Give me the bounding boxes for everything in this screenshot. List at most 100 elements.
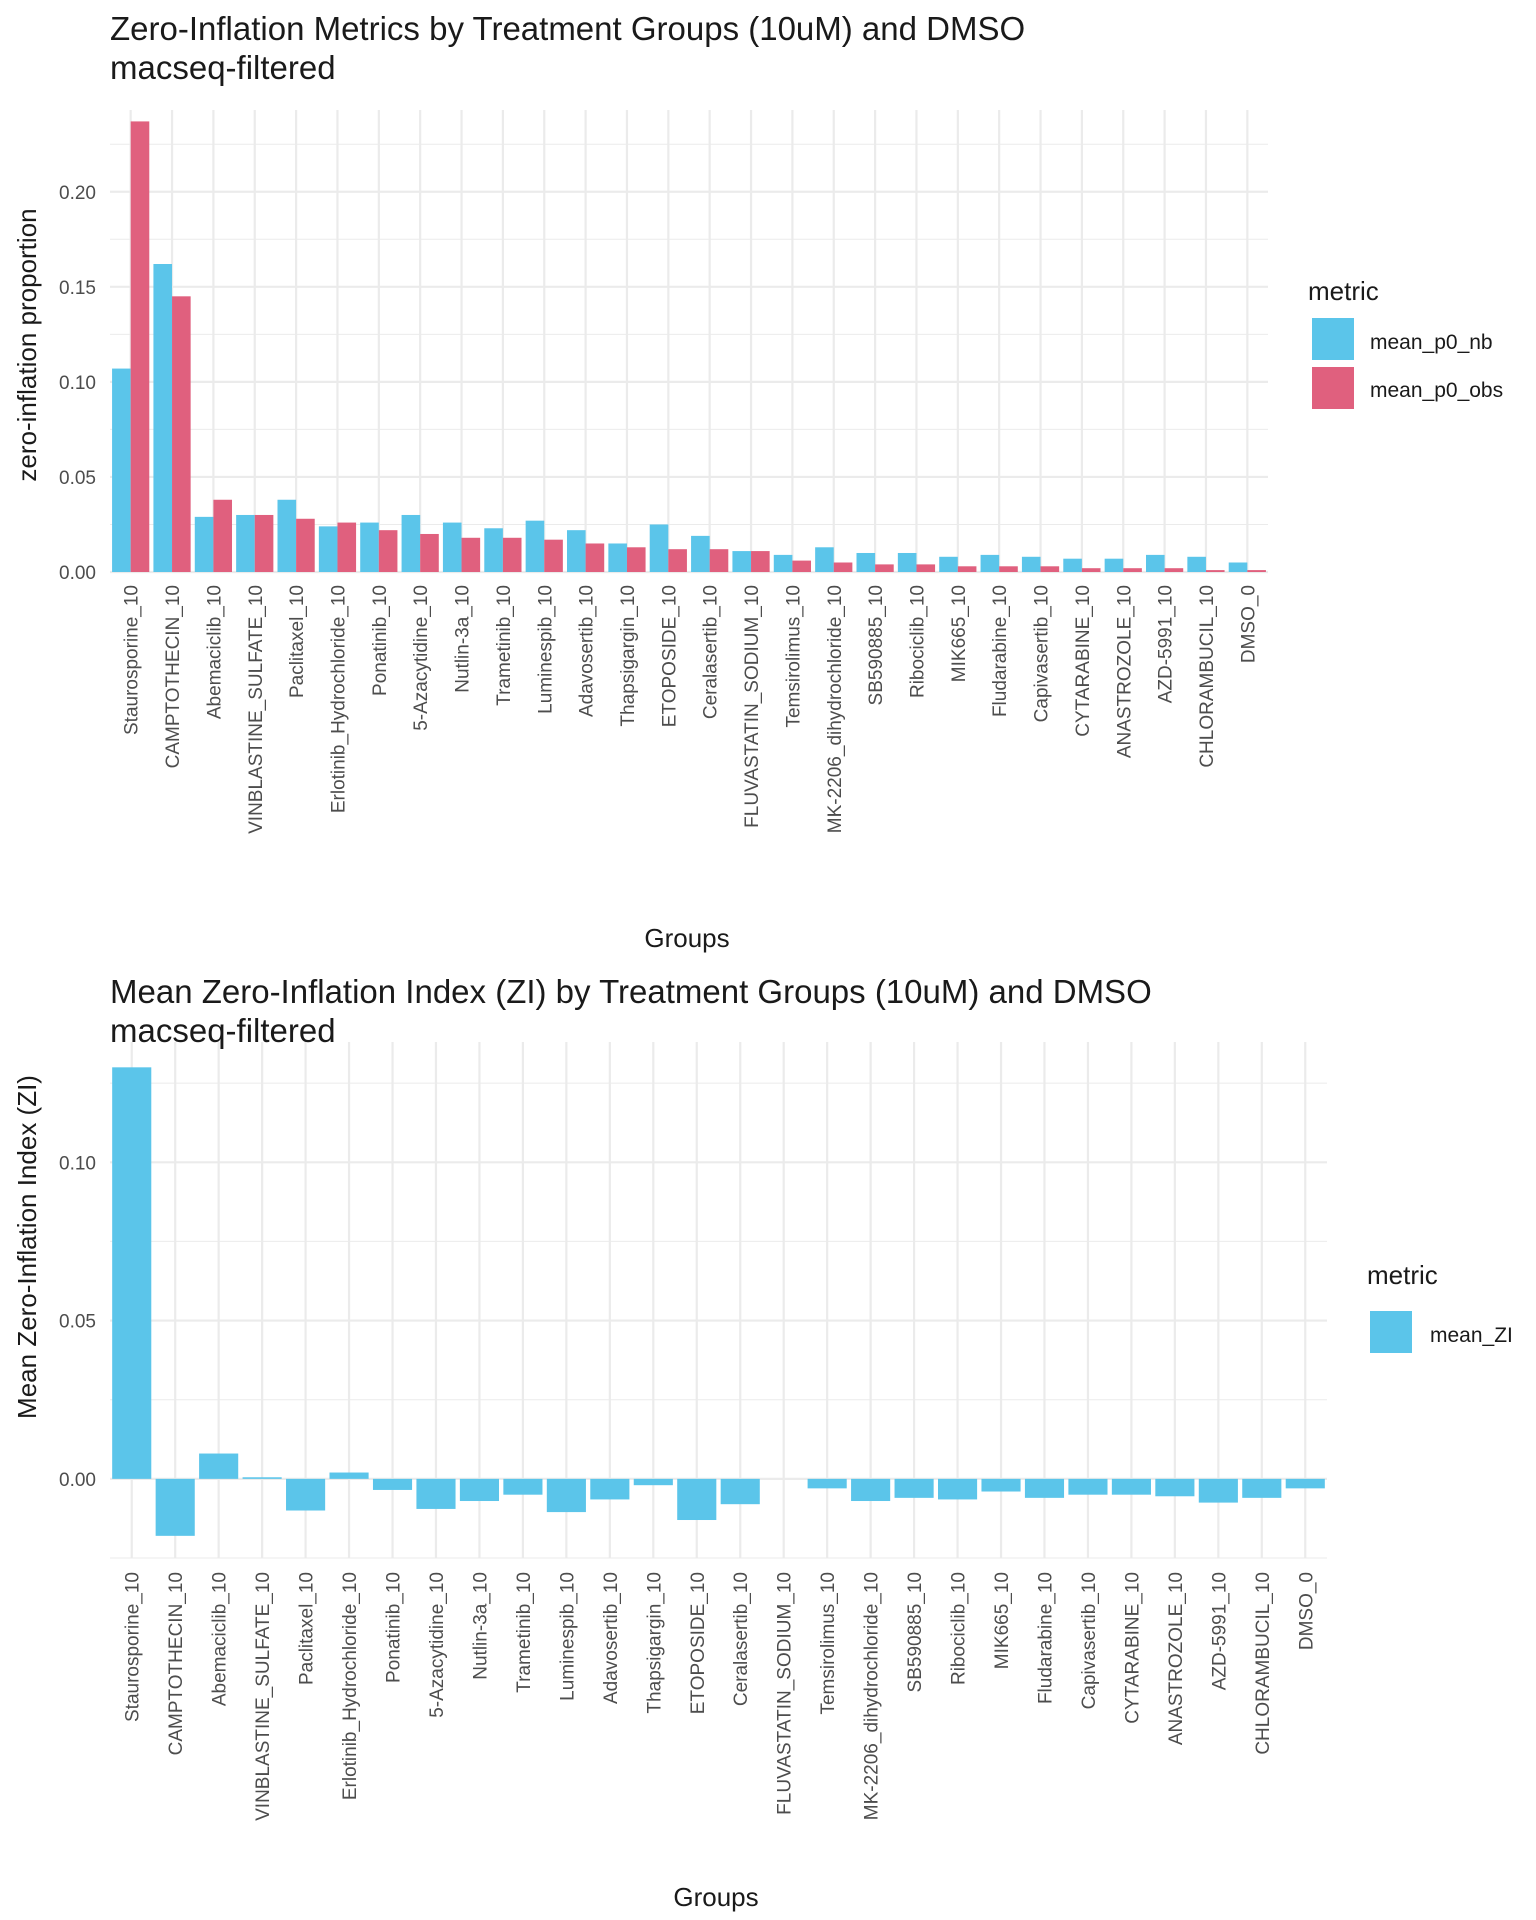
x-tick-label-erlotinib-hydrochloride-10: Erlotinib_Hydrochloride_10 <box>328 585 349 813</box>
bar-mean-zi-thapsigargin-10 <box>633 1478 673 1486</box>
x-tick-label-paclitaxel-10: Paclitaxel_10 <box>287 585 308 698</box>
bar-mean-zi-mik665-10 <box>981 1478 1021 1492</box>
bar-mean-p0-obs-fludarabine-10 <box>999 566 1018 572</box>
chart1-subtitle: macseq-filtered <box>110 49 336 86</box>
bar-mean-p0-nb-mik665-10 <box>939 556 958 572</box>
x-tick-label-thapsigargin-10: Thapsigargin_10 <box>618 585 639 727</box>
chart2-x-ticks: Staurosporine_10 CAMPTOTHECIN_10 Abemacicl… <box>123 1572 1318 1821</box>
bar-mean-p0-nb-azd-5991-10 <box>1145 554 1165 572</box>
bar-mean-p0-obs-camptothecin-10 <box>172 296 191 572</box>
chart2-x-axis-label: Groups <box>673 1882 758 1912</box>
bar-mean-p0-obs-dmso-0 <box>1247 570 1266 572</box>
bar-mean-p0-obs-fluvastatin-sodium-10 <box>751 551 770 572</box>
chart2-y-ticks: 0.00 0.05 0.10 <box>59 1153 96 1491</box>
x-tick-label-temsirolimus-10: Temsirolimus_10 <box>783 585 804 728</box>
bar-mean-zi-ceralasertib-10 <box>720 1478 760 1505</box>
bar-mean-p0-nb-mk-2206-dihydrochloride-10 <box>815 547 834 572</box>
chart2-title: Mean Zero-Inflation Index (ZI) by Treatm… <box>110 973 1152 1010</box>
chart1-legend-label-mean-p0-obs: mean_p0_obs <box>1370 379 1503 402</box>
bar-mean-p0-obs-mk-2206-dihydrochloride-10 <box>833 562 853 572</box>
x-tick-label-anastrozole-10: ANASTROZOLE_10 <box>1114 585 1135 758</box>
y-tick-label-1: 0.00 <box>59 1470 96 1491</box>
x-tick-label-abemaciclib-10: Abemaciclib_10 <box>210 1572 231 1706</box>
y-tick-label-3: 0.10 <box>59 373 96 394</box>
bar-mean-zi-ponatinib-10 <box>372 1478 413 1490</box>
bar-mean-p0-nb-fluvastatin-sodium-10 <box>732 551 752 572</box>
bar-mean-p0-nb-ponatinib-10 <box>360 522 379 572</box>
y-tick-label-5: 0.20 <box>59 183 96 204</box>
bar-mean-p0-obs-cytarabine-10 <box>1081 568 1101 572</box>
bar-mean-zi-anastrozole-10 <box>1155 1478 1195 1497</box>
bar-mean-zi-etoposide-10 <box>677 1478 717 1521</box>
bar-mean-p0-obs-ribociclib-10 <box>916 564 936 572</box>
x-tick-label-chlorambucil-10: CHLORAMBUCIL_10 <box>1253 1572 1274 1755</box>
bar-mean-zi-nutlin-3a-10 <box>459 1478 500 1502</box>
bar-mean-p0-obs-paclitaxel-10 <box>296 518 315 572</box>
bar-mean-p0-nb-capivasertib-10 <box>1021 556 1041 572</box>
chart1-legend-label-mean-p0-nb: mean_p0_nb <box>1370 331 1493 354</box>
chart1-x-ticks: Staurosporine_10 CAMPTOTHECIN_10 Abemacicl… <box>122 585 1260 834</box>
bar-mean-p0-nb-sb590885-10 <box>856 552 876 572</box>
y-tick-label-2: 0.05 <box>59 1312 96 1333</box>
x-tick-label-fluvastatin-sodium-10: FLUVASTATIN_SODIUM_10 <box>775 1572 796 1815</box>
x-tick-label-trametinib-10: Trametinib_10 <box>494 585 515 706</box>
x-tick-label-anastrozole-10: ANASTROZOLE_10 <box>1166 1572 1187 1745</box>
bar-mean-zi-ribociclib-10 <box>937 1478 978 1500</box>
x-tick-label-cytarabine-10: CYTARABINE_10 <box>1122 1572 1143 1724</box>
bar-mean-zi-dmso-0 <box>1285 1478 1325 1489</box>
bar-mean-p0-nb-luminespib-10 <box>525 520 545 572</box>
chart2-legend-label-mean-zi: mean_ZI <box>1430 1324 1513 1347</box>
x-tick-label-ribociclib-10: Ribociclib_10 <box>949 1572 970 1685</box>
bar-mean-zi-capivasertib-10 <box>1068 1478 1108 1495</box>
x-tick-label-vinblastine-sulfate-10: VINBLASTINE_SULFATE_10 <box>246 585 267 834</box>
x-tick-label-ponatinib-10: Ponatinib_10 <box>370 585 391 696</box>
chart1-legend: metric mean_p0_nb mean_p0_obs <box>1308 276 1503 409</box>
x-tick-label-paclitaxel-10: Paclitaxel_10 <box>297 1572 318 1685</box>
bar-mean-p0-nb-paclitaxel-10 <box>277 499 297 572</box>
x-tick-label-5-azacytidine-10: 5-Azacytidine_10 <box>411 585 432 731</box>
chart1-legend-key-mean-p0-nb <box>1312 318 1354 360</box>
x-tick-label-capivasertib-10: Capivasertib_10 <box>1079 1572 1100 1709</box>
bar-mean-p0-nb-adavosertib-10 <box>566 530 586 572</box>
x-tick-label-etoposide-10: ETOPOSIDE_10 <box>659 585 680 727</box>
x-tick-label-nutlin-3a-10: Nutlin-3a_10 <box>470 1572 491 1680</box>
bar-mean-p0-nb-anastrozole-10 <box>1104 558 1124 572</box>
bar-mean-zi-luminespib-10 <box>546 1478 586 1513</box>
bar-mean-zi-trametinib-10 <box>503 1478 543 1495</box>
y-tick-label-3: 0.10 <box>59 1153 96 1174</box>
bar-mean-p0-obs-temsirolimus-10 <box>792 560 812 572</box>
bar-mean-p0-nb-vinblastine-sulfate-10 <box>236 514 255 572</box>
chart1-title: Zero-Inflation Metrics by Treatment Grou… <box>110 10 1025 47</box>
x-tick-label-5-azacytidine-10: 5-Azacytidine_10 <box>427 1572 448 1718</box>
bar-mean-zi-camptothecin-10 <box>155 1478 195 1536</box>
bar-mean-p0-obs-vinblastine-sulfate-10 <box>254 514 274 572</box>
bar-mean-p0-obs-ceralasertib-10 <box>709 549 729 572</box>
bar-mean-p0-nb-thapsigargin-10 <box>608 543 627 572</box>
chart2-gridlines <box>110 1042 1327 1559</box>
x-tick-label-luminespib-10: Luminespib_10 <box>557 1572 578 1701</box>
bar-mean-p0-nb-camptothecin-10 <box>153 264 173 572</box>
bar-mean-zi-adavosertib-10 <box>590 1478 630 1500</box>
x-tick-label-azd-5991-10: AZD-5991_10 <box>1156 585 1177 703</box>
bar-mean-zi-5-azacytidine-10 <box>416 1478 456 1509</box>
bar-mean-zi-paclitaxel-10 <box>286 1478 326 1511</box>
x-tick-label-ponatinib-10: Ponatinib_10 <box>384 1572 405 1683</box>
bar-mean-p0-obs-5-azacytidine-10 <box>420 533 439 572</box>
bar-mean-zi-erlotinib-hydrochloride-10 <box>329 1472 369 1479</box>
bar-mean-p0-nb-nutlin-3a-10 <box>442 522 462 572</box>
bar-mean-p0-nb-etoposide-10 <box>649 524 669 572</box>
bar-mean-p0-obs-thapsigargin-10 <box>626 547 646 572</box>
x-tick-label-mik665-10: MIK665_10 <box>949 585 970 682</box>
chart1-legend-title: metric <box>1308 276 1379 306</box>
bar-mean-p0-obs-abemaciclib-10 <box>213 499 233 572</box>
bar-mean-zi-vinblastine-sulfate-10 <box>242 1477 282 1479</box>
x-tick-label-fluvastatin-sodium-10: FLUVASTATIN_SODIUM_10 <box>742 585 763 828</box>
bar-mean-p0-obs-mik665-10 <box>957 566 977 572</box>
bar-mean-p0-obs-adavosertib-10 <box>585 543 605 572</box>
x-tick-label-fludarabine-10: Fludarabine_10 <box>990 585 1011 717</box>
bar-mean-p0-nb-dmso-0 <box>1228 562 1248 572</box>
bar-mean-p0-obs-azd-5991-10 <box>1164 568 1184 572</box>
x-tick-label-luminespib-10: Luminespib_10 <box>535 585 556 714</box>
x-tick-label-cytarabine-10: CYTARABINE_10 <box>1073 585 1094 737</box>
bar-mean-zi-staurosporine-10 <box>112 1067 152 1479</box>
